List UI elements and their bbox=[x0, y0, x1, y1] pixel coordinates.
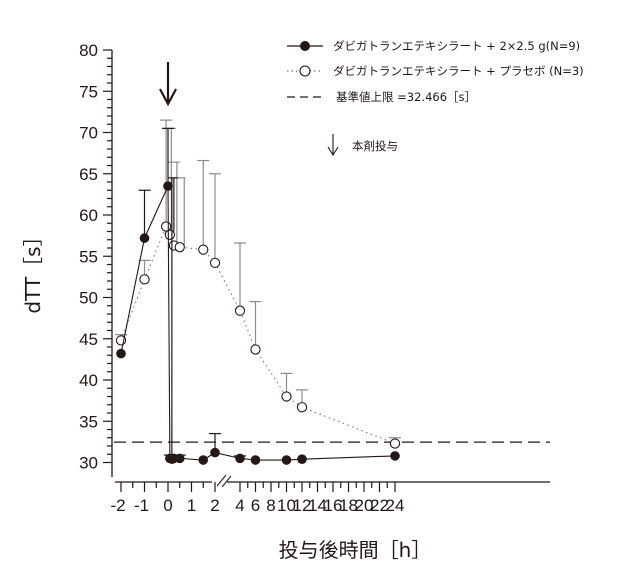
y-axis-title: dTT［s］ bbox=[21, 226, 45, 313]
filled-circle-icon bbox=[300, 41, 310, 51]
placebo-point bbox=[296, 402, 308, 413]
placebo-point bbox=[250, 344, 261, 355]
active-point bbox=[116, 348, 126, 359]
y-tick-label: 45 bbox=[79, 330, 98, 349]
placebo-point bbox=[198, 244, 209, 255]
y-tick-label: 65 bbox=[79, 165, 98, 184]
x-tick-label: 10 bbox=[277, 496, 296, 515]
x-tick-label: 18 bbox=[339, 496, 358, 515]
x-tick-label: 22 bbox=[370, 496, 389, 515]
legend-item-active: ダビガトランエテキシラート + 2×2.5 g(N=9) bbox=[287, 39, 580, 53]
x-tick-label: -2 bbox=[110, 496, 125, 515]
active-point bbox=[250, 455, 261, 465]
legend-label-dose: 本剤投与 bbox=[352, 139, 398, 153]
x-tick-label: 0 bbox=[163, 496, 172, 515]
legend-item-dose: 本剤投与 bbox=[327, 134, 398, 157]
legend-item-placebo: ダビガトランエテキシラート + プラセボ (N=3) bbox=[287, 64, 584, 78]
x-tick-label: 20 bbox=[355, 496, 374, 515]
open-circle-icon bbox=[299, 65, 311, 77]
active-point bbox=[139, 233, 150, 243]
y-tick-label: 35 bbox=[79, 412, 98, 431]
x-tick-label: 4 bbox=[235, 496, 244, 515]
legend-item-reference: 基準値上限 =32.466［s］ bbox=[287, 90, 476, 104]
x-tick-label: 16 bbox=[324, 496, 343, 515]
legend-label-active: ダビガトランエテキシラート + 2×2.5 g(N=9) bbox=[333, 39, 580, 53]
placebo-point bbox=[281, 391, 292, 402]
x-tick-label: 12 bbox=[293, 496, 312, 515]
x-tick-label: 24 bbox=[386, 496, 405, 515]
x-tick-label: 2 bbox=[210, 496, 219, 515]
y-tick-label: 60 bbox=[79, 206, 98, 225]
legend-label-placebo: ダビガトランエテキシラート + プラセボ (N=3) bbox=[333, 64, 584, 78]
y-tick-label: 30 bbox=[79, 454, 98, 473]
legend-label-reference: 基準値上限 =32.466［s］ bbox=[336, 90, 476, 104]
y-axis: 30 35 40 45 50 55 60 65 70 75 80 bbox=[79, 41, 113, 477]
y-tick-label: 40 bbox=[79, 371, 98, 390]
active-point bbox=[235, 453, 245, 464]
down-arrow-icon bbox=[327, 146, 339, 157]
x-axis-title: 投与後時間［h］ bbox=[279, 538, 432, 562]
x-tick-label: -1 bbox=[134, 496, 149, 515]
x-tick-label: 8 bbox=[266, 496, 275, 515]
active-point bbox=[281, 455, 292, 465]
placebo-point bbox=[164, 229, 176, 240]
active-point bbox=[163, 181, 173, 191]
y-tick-label: 80 bbox=[79, 41, 98, 60]
placebo-series bbox=[115, 119, 401, 449]
y-tick-label: 50 bbox=[79, 289, 98, 308]
active-series bbox=[116, 127, 400, 465]
active-point bbox=[210, 447, 220, 458]
placebo-point bbox=[389, 438, 401, 449]
placebo-point bbox=[174, 242, 185, 253]
x-tick-label: 6 bbox=[251, 496, 260, 515]
y-tick-label: 75 bbox=[79, 82, 98, 101]
placebo-point bbox=[209, 257, 221, 268]
dose-arrow-icon bbox=[159, 62, 177, 107]
legend: ダビガトランエテキシラート + 2×2.5 g(N=9) ダビガトランエテキシラ… bbox=[287, 39, 584, 157]
y-tick-label: 55 bbox=[79, 247, 98, 266]
x-tick-label: 14 bbox=[308, 496, 327, 515]
active-point bbox=[297, 454, 307, 465]
active-point bbox=[390, 451, 400, 461]
active-point bbox=[174, 453, 185, 464]
active-point bbox=[198, 455, 209, 465]
y-tick-label: 70 bbox=[79, 124, 98, 143]
x-tick-label: 1 bbox=[187, 496, 196, 515]
placebo-point bbox=[139, 274, 150, 285]
placebo-point bbox=[234, 305, 246, 316]
